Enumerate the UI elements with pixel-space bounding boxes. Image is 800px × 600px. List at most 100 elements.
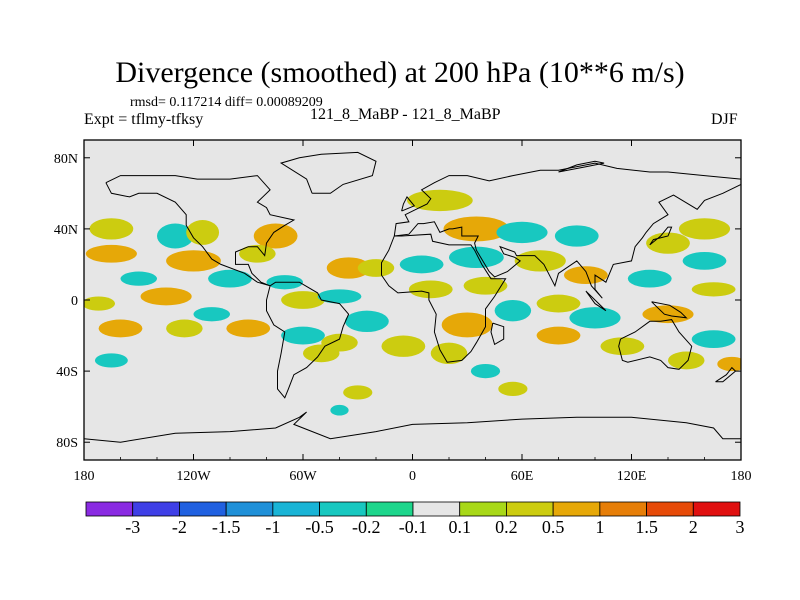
colorbar-label-11: 1.5 [635,517,658,537]
anomaly-blob-25 [381,335,426,357]
anomaly-blob-53 [691,330,736,348]
colorbar-label-8: 0.2 [495,517,518,537]
anomaly-blob-27 [330,404,349,416]
colorbar [85,501,741,517]
x-tick-label-1: 120W [176,469,211,484]
coastline-0 [105,175,296,287]
anomaly-blob-33 [494,300,532,322]
x-tick-label-2: 60W [289,469,317,484]
y-tick-label-4: 80S [56,436,78,451]
anomaly-blob-35 [470,364,501,379]
coastline-2 [279,151,377,194]
coastline-11 [715,366,737,383]
anomaly-blob-55 [717,356,741,372]
anomaly-blob-31 [463,276,508,295]
anomaly-blob-48 [646,232,690,254]
anomaly-blob-6 [157,223,194,249]
anomaly-blob-10 [140,287,192,306]
cases-label: 121_8_MaBP - 121_8_MaBP [310,106,501,123]
coastline-4 [393,162,741,299]
anomaly-blob-20 [326,257,371,279]
anomaly-blob-22 [357,259,395,277]
coastline-1 [266,281,350,399]
colorbar-label-10: 1 [595,517,605,537]
colorbar-swatch-6 [365,501,414,517]
anomaly-blob-29 [408,280,453,299]
anomaly-blob-52 [642,305,694,324]
colorbar-label-2: -1.5 [211,517,241,537]
anomaly-blob-23 [344,310,389,333]
colorbar-swatch-3 [225,501,274,517]
colorbar-label-5: -0.2 [352,517,381,537]
anomaly-blob-18 [281,326,325,345]
colorbar-label-7: 0.1 [448,517,471,537]
anomaly-blob-37 [407,189,473,212]
y-tick-label-1: 40N [54,223,78,238]
colorbar-label-13: 3 [735,517,745,537]
stats-line: rmsd= 0.117214 diff= 0.00089209 [130,95,323,110]
colorbar-swatch-7 [412,501,461,517]
colorbar-swatch-1 [132,501,180,517]
colorbar-swatch-8 [459,501,507,517]
colorbar-swatch-2 [179,501,227,517]
coastline-5 [618,319,693,370]
anomaly-blob-5 [94,353,128,368]
anomaly-blob-11 [193,307,230,322]
anomaly-blob-13 [226,319,271,338]
anomaly-blob-8 [166,250,221,272]
x-tick-label-5: 120E [617,469,647,484]
anomaly-blob-42 [563,266,608,284]
x-tick-label-6: 180 [731,469,752,484]
anomaly-blob-9 [208,269,252,288]
colorbar-label-4: -0.5 [305,517,334,537]
anomaly-blob-2 [120,271,157,286]
chart-title: Divergence (smoothed) at 200 hPa (10**6 … [115,56,685,89]
anomaly-blob-1 [85,244,137,263]
colorbar-swatch-10 [552,501,601,517]
coastline-12 [651,301,688,319]
anomaly-blob-34 [430,342,468,365]
anomaly-blob-32 [441,312,493,338]
anomaly-blob-46 [600,337,645,356]
colorbar-swatch-4 [272,501,320,517]
colorbar-swatch-11 [599,501,647,517]
coastline-layer [84,151,741,443]
colorbar-label-6: -0.1 [398,517,428,537]
coastline-7 [401,195,416,212]
anomaly-blob-17 [281,291,325,309]
anomaly-blob-4 [98,319,143,338]
anomaly-blob-50 [682,252,727,270]
colorbar-swatch-5 [319,501,367,517]
colorbar-label-9: 0.5 [541,517,565,537]
y-tick-label-2: 0 [71,294,78,309]
anomaly-blob-36 [498,381,528,396]
anomaly-blob-28 [399,255,444,274]
coastline-13 [558,160,605,173]
anomaly-blob-14 [253,223,298,249]
anomaly-blob-38 [443,216,510,242]
anomaly-blob-39 [496,221,548,244]
anomaly-blob-15 [239,244,276,263]
colorbar-label-3: -1 [265,517,281,537]
anomaly-blob-26 [343,385,373,400]
coastline-10 [649,226,673,246]
anomaly-blob-7 [186,220,220,245]
colorbar-swatch-0 [85,501,134,517]
colorbar-swatch-9 [506,501,554,517]
season-label: DJF [711,111,738,128]
anomaly-blob-24 [321,333,358,352]
anomaly-blob-47 [627,269,672,288]
x-tick-label-3: 0 [409,469,416,484]
coastline-9 [585,290,607,312]
colorbar-label-1: -2 [171,517,187,537]
anomaly-blob-12 [166,319,203,338]
anomaly-blob-45 [536,326,581,345]
colorbar-label-12: 2 [688,517,698,537]
anomaly-blob-0 [89,218,134,240]
colorbar-swatch-12 [646,501,694,517]
anomaly-blob-54 [668,351,705,370]
coastline-6 [84,411,741,443]
coastline-8 [490,322,505,346]
colorbar-label-0: -3 [125,517,141,537]
